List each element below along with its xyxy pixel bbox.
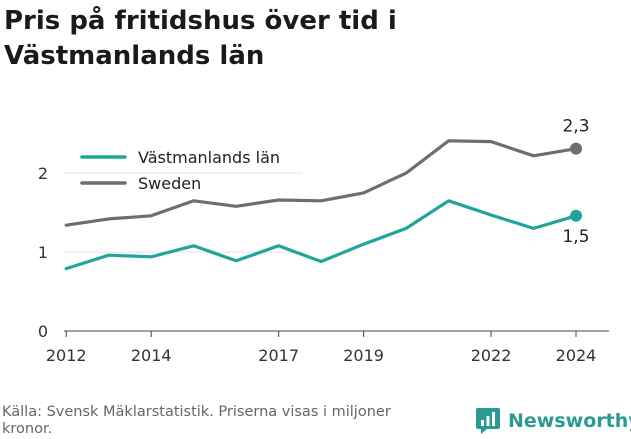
x-tick-label: 2019: [343, 346, 384, 365]
brand-logo: Newsworthy: [475, 406, 631, 436]
chart-title-line-1: Pris på fritidshus över tid i: [4, 6, 397, 36]
series-end-point-2: [570, 142, 583, 155]
brand-name: Newsworthy: [508, 410, 631, 432]
line-chart: 0 1 2 2012 2014 2017 2019 2022 2024 1,5 2,3 Väst…: [38, 117, 609, 365]
chart-title-line-2: Västmanlands län: [4, 41, 265, 71]
series-line-2: [64, 139, 578, 227]
series-end-label-2: 2,3: [562, 117, 589, 137]
newsworthy-logo-icon: [476, 408, 500, 434]
x-tick-label: 2017: [258, 346, 299, 365]
x-tick-label: 2022: [471, 346, 512, 365]
x-tick-label: 2024: [556, 346, 597, 365]
series-end-point-1: [570, 209, 583, 222]
y-tick-label: 1: [38, 243, 48, 262]
source-note: Källa: Svensk Mäklarstatistik. Priserna …: [2, 404, 391, 437]
y-axis: 0 1 2: [38, 164, 48, 341]
x-tick-label: 2012: [46, 346, 87, 365]
x-tick-labels: 2012 2014 2017 2019 2022 2024: [46, 331, 596, 365]
x-tick-label: 2014: [131, 346, 172, 365]
series-end-label-1: 1,5: [562, 227, 589, 247]
legend-label-1: Västmanlands län: [138, 148, 280, 167]
legend-label-2: Sweden: [138, 174, 201, 193]
y-tick-label: 2: [38, 164, 48, 183]
chart-title: Pris på fritidshus över tid i Västmanlan…: [4, 4, 624, 74]
legend: Västmanlands län Sweden: [80, 148, 280, 193]
series-lines: 1,5 2,3: [64, 117, 590, 271]
y-tick-label: 0: [38, 322, 48, 341]
series-line-1: [64, 199, 578, 271]
